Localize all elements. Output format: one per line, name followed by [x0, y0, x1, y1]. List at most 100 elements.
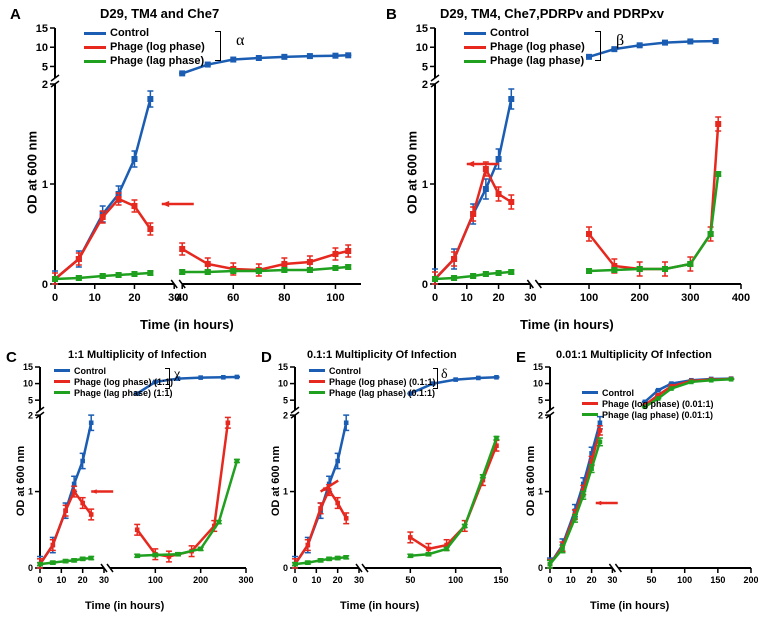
- svg-text:100: 100: [448, 575, 463, 585]
- panel-c-ylabel: OD at 600 nm: [15, 436, 27, 526]
- legend-log: Phage (log phase) (0.1:1): [309, 376, 436, 387]
- svg-text:30: 30: [354, 575, 364, 585]
- svg-text:50: 50: [647, 575, 657, 585]
- svg-text:300: 300: [238, 575, 253, 585]
- legend-line-lag: [464, 60, 486, 63]
- legend-control: Control: [464, 26, 585, 40]
- svg-text:15: 15: [36, 23, 48, 35]
- svg-text:200: 200: [193, 575, 208, 585]
- panel-e-ylabel: OD at 600 nm: [525, 436, 537, 526]
- panel-a-xlabel: Time (in hours): [140, 317, 234, 332]
- svg-text:0: 0: [538, 563, 543, 573]
- panel-d-title: 0.1:1 Multiplicity Of Infection: [307, 349, 457, 361]
- legend-line-control: [582, 391, 598, 394]
- svg-text:0: 0: [37, 575, 42, 585]
- svg-text:40: 40: [176, 292, 188, 304]
- svg-text:300: 300: [681, 292, 699, 304]
- panel-c-label: C: [6, 349, 17, 366]
- legend-lag-text: Phage (lag phase) (0.01:1): [602, 410, 713, 420]
- svg-text:2: 2: [422, 79, 428, 91]
- svg-text:20: 20: [128, 292, 140, 304]
- panel-d-xlabel: Time (in hours): [340, 600, 419, 612]
- panel-b-ylabel: OD at 600 nm: [405, 123, 420, 223]
- panel-b-bracket: [595, 31, 601, 61]
- legend-control-text: Control: [110, 27, 149, 39]
- svg-text:5: 5: [283, 395, 288, 405]
- legend-line-control: [464, 32, 486, 35]
- legend-line-log: [54, 380, 70, 383]
- legend-line-lag: [84, 60, 106, 63]
- svg-text:15: 15: [278, 362, 288, 372]
- legend-lag: Phage (lag phase) (0.1:1): [309, 387, 436, 398]
- svg-text:15: 15: [416, 23, 428, 35]
- svg-text:80: 80: [278, 292, 290, 304]
- panel-e: E 0.01:1 Multiplicity Of Infection Contr…: [510, 345, 758, 625]
- svg-text:0: 0: [547, 575, 552, 585]
- svg-text:0: 0: [42, 279, 48, 291]
- svg-text:20: 20: [78, 575, 88, 585]
- svg-text:10: 10: [416, 42, 428, 54]
- svg-text:10: 10: [533, 379, 543, 389]
- panel-e-xlabel: Time (in hours): [590, 600, 669, 612]
- svg-text:20: 20: [587, 575, 597, 585]
- svg-text:1: 1: [283, 487, 288, 497]
- svg-text:5: 5: [42, 61, 48, 73]
- legend-lag-text: Phage (lag phase): [110, 55, 204, 67]
- svg-text:150: 150: [493, 575, 508, 585]
- svg-text:30: 30: [99, 575, 109, 585]
- legend-lag: Phage (lag phase): [84, 54, 205, 68]
- legend-line-control: [84, 32, 106, 35]
- panel-a: A D29, TM4 and Che7 α Control Phage (log…: [0, 0, 380, 340]
- panel-e-title: 0.01:1 Multiplicity Of Infection: [556, 349, 712, 361]
- svg-text:10: 10: [311, 575, 321, 585]
- svg-text:2: 2: [42, 79, 48, 91]
- svg-text:2: 2: [28, 410, 33, 420]
- svg-text:20: 20: [333, 575, 343, 585]
- svg-text:15: 15: [23, 362, 33, 372]
- legend-lag-text: Phage (lag phase): [490, 55, 584, 67]
- svg-text:5: 5: [28, 395, 33, 405]
- legend-control-text: Control: [490, 27, 529, 39]
- legend-line-control: [54, 369, 70, 372]
- svg-text:5: 5: [422, 61, 428, 73]
- legend-control: Control: [54, 365, 173, 376]
- panel-d-label: D: [261, 349, 272, 366]
- panel-a-legend: Control Phage (log phase) Phage (lag pha…: [84, 26, 205, 68]
- svg-text:10: 10: [89, 292, 101, 304]
- panel-b-title: D29, TM4, Che7,PDRPv and PDRPxv: [440, 6, 664, 21]
- panel-c-greek: χ: [174, 367, 180, 383]
- panel-a-greek: α: [236, 32, 244, 50]
- legend-log-text: Phage (log phase) (0.01:1): [602, 399, 714, 409]
- panel-b-xlabel: Time (in hours): [520, 317, 614, 332]
- panel-d: D 0.1:1 Multiplicity Of Infection δ Cont…: [255, 345, 510, 625]
- svg-text:2: 2: [283, 410, 288, 420]
- svg-text:100: 100: [580, 292, 598, 304]
- legend-lag: Phage (lag phase) (1:1): [54, 387, 173, 398]
- svg-text:15: 15: [533, 362, 543, 372]
- svg-text:1: 1: [538, 487, 543, 497]
- legend-log: Phage (log phase): [84, 40, 205, 54]
- svg-text:0: 0: [283, 563, 288, 573]
- svg-text:10: 10: [36, 42, 48, 54]
- svg-text:30: 30: [607, 575, 617, 585]
- legend-lag-text: Phage (lag phase) (0.1:1): [329, 388, 435, 398]
- svg-text:100: 100: [326, 292, 344, 304]
- panel-a-label: A: [10, 6, 21, 23]
- panel-b: B D29, TM4, Che7,PDRPv and PDRPxv β Cont…: [380, 0, 758, 340]
- panel-c-legend: Control Phage (log phase) (1:1) Phage (l…: [54, 365, 173, 398]
- legend-control-text: Control: [602, 388, 634, 398]
- svg-text:0: 0: [422, 279, 428, 291]
- legend-line-lag: [309, 391, 325, 394]
- legend-lag-text: Phage (lag phase) (1:1): [74, 388, 173, 398]
- panel-a-bracket: [215, 31, 221, 61]
- legend-log: Phage (log phase) (1:1): [54, 376, 173, 387]
- legend-control: Control: [309, 365, 436, 376]
- svg-text:1: 1: [422, 179, 428, 191]
- legend-line-log: [84, 46, 106, 49]
- panel-d-ylabel: OD at 600 nm: [270, 436, 282, 526]
- svg-text:10: 10: [23, 379, 33, 389]
- panel-d-greek: δ: [441, 367, 448, 383]
- svg-text:1: 1: [42, 179, 48, 191]
- svg-text:1: 1: [28, 487, 33, 497]
- panel-b-greek: β: [616, 32, 624, 50]
